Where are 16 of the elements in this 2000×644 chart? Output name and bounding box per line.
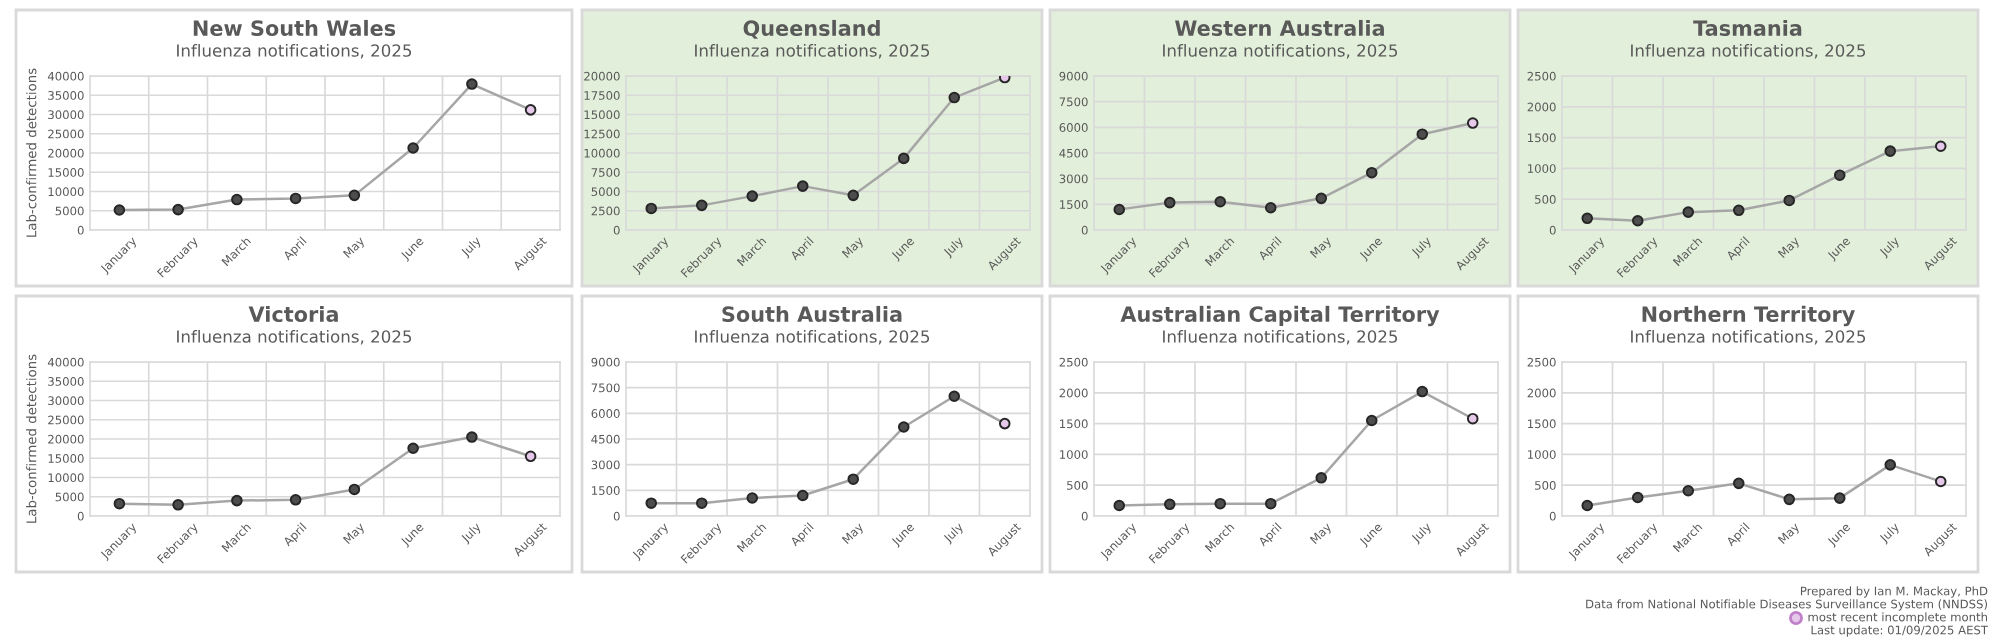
chart-subtitle: Influenza notifications, 2025 xyxy=(1163,329,1398,345)
chart-title: Queensland xyxy=(743,19,880,39)
chart-title: Northern Territory xyxy=(1642,305,1855,327)
chart-title: New South Wales xyxy=(193,19,396,37)
chart-subtitle: Influenza notifications, 2025 xyxy=(1163,43,1398,59)
chart-subtitle: Influenza notifications, 2025 xyxy=(695,329,930,345)
chart-title: South Australia xyxy=(722,305,902,323)
chart-subtitle: Influenza notifications, 2025 xyxy=(177,329,412,345)
chart-title: Australian Capital Territory xyxy=(1120,305,1440,327)
chart-subtitle: Influenza notifications, 2025 xyxy=(695,43,930,59)
chart-subtitle: Influenza notifications, 2025 xyxy=(1631,329,1866,345)
chart-subtitle: Influenza notifications, 2025 xyxy=(177,43,412,59)
chart-title: Western Australia xyxy=(1175,19,1384,37)
chart-title: Victoria xyxy=(248,305,338,323)
chart-title: Tasmania xyxy=(1693,19,1802,37)
chart-subtitle: Influenza notifications, 2025 xyxy=(1631,43,1866,59)
